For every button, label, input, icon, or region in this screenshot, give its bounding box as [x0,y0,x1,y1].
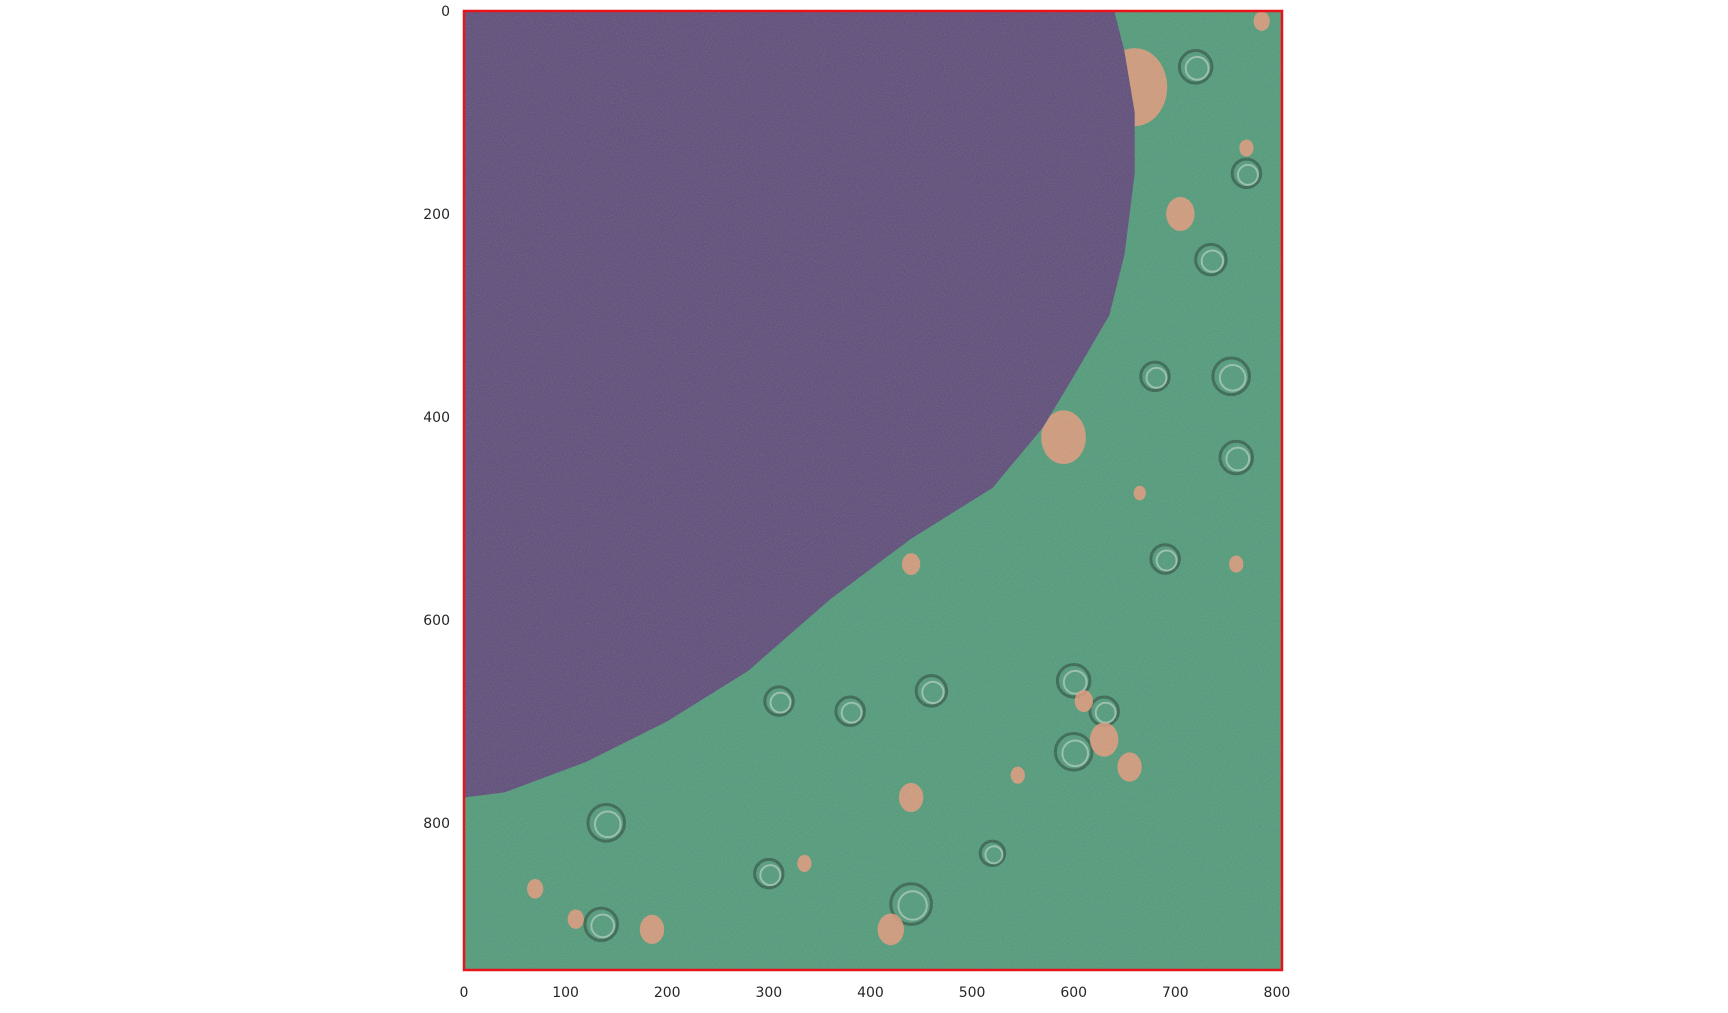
x-tick-label: 200 [654,985,681,1001]
x-tick-label: 500 [959,985,986,1001]
image-plot-area [464,11,1282,970]
x-tick-label: 600 [1060,985,1087,1001]
x-axis-ticks: 0 100 200 300 400 500 600 700 800 [460,985,1291,1001]
axes-frame [462,9,1284,972]
x-tick-label: 300 [755,985,782,1001]
y-tick-label: 200 [423,207,450,223]
y-tick-label: 800 [423,816,450,832]
x-tick-label: 800 [1264,985,1291,1001]
image-texture [464,11,1282,970]
y-tick-label: 400 [423,410,450,426]
x-tick-label: 0 [460,985,469,1001]
y-tick-label: 0 [441,4,450,20]
y-axis-ticks: 0 200 400 600 800 [423,4,450,832]
x-tick-label: 400 [857,985,884,1001]
y-tick-label: 600 [423,613,450,629]
x-tick-label: 100 [552,985,579,1001]
x-tick-label: 700 [1162,985,1189,1001]
